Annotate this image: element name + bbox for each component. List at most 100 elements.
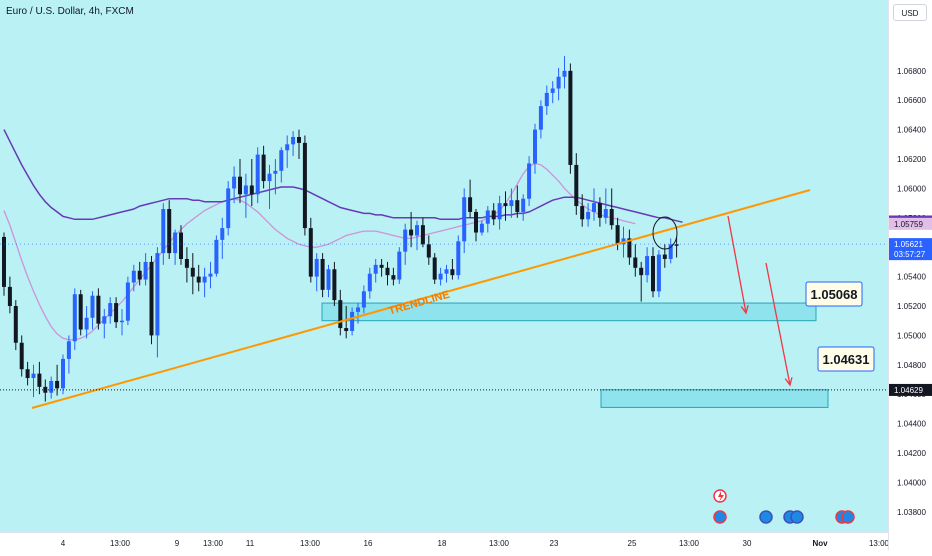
target-zone-2: [600, 389, 829, 408]
candle-down: [662, 254, 667, 259]
chart-title: Euro / U.S. Dollar, 4h, FXCM: [6, 6, 134, 17]
time-tick-label: 13:00: [869, 539, 888, 548]
target-callout-label-1: 1.05068: [811, 287, 858, 302]
candle-up: [485, 210, 490, 224]
candle-down: [78, 294, 83, 330]
candle-up: [397, 251, 402, 280]
candle-up: [226, 188, 231, 229]
price-tick-label: 1.06800: [897, 67, 926, 76]
candle-down: [609, 209, 614, 226]
candle-up: [102, 316, 107, 324]
candle-up: [373, 264, 378, 274]
time-tick-label: 23: [550, 539, 559, 548]
candle-down: [149, 261, 154, 336]
moving-average-slow: [3, 129, 683, 223]
highlight-circle: [652, 216, 678, 250]
price-tick-label: 1.06600: [897, 96, 926, 105]
target-callout-label-2: 1.04631: [823, 352, 870, 367]
currency-button[interactable]: USD: [893, 4, 927, 21]
time-tick-label: 4: [61, 539, 66, 548]
candle-up: [462, 197, 467, 242]
price-tick-label: 1.06400: [897, 126, 926, 135]
arrow-down-1-head: [740, 305, 749, 315]
candle-up: [415, 225, 419, 236]
candle-up: [562, 70, 567, 77]
price-label-value: 1.05759: [894, 220, 923, 229]
candle-up: [84, 317, 89, 330]
candle-up: [285, 144, 290, 151]
price-tick-label: 1.03800: [897, 508, 926, 517]
candle-down: [491, 210, 496, 220]
candle-up: [155, 253, 160, 336]
candle-down: [468, 197, 473, 212]
price-tick-label: 1.04200: [897, 449, 926, 458]
candle-down: [503, 203, 508, 207]
candle-down: [308, 228, 313, 277]
price-axis[interactable]: 1.068001.066001.064001.062001.060001.058…: [888, 0, 932, 550]
candle-up: [479, 223, 484, 233]
candle-down: [639, 267, 644, 276]
candle-up: [356, 307, 360, 312]
candle-up: [143, 261, 148, 280]
target-callout-box-2: [817, 346, 875, 372]
candle-up: [90, 295, 95, 318]
arrow-down-2-head: [784, 377, 793, 387]
candle-down: [344, 328, 349, 331]
candle-up: [208, 273, 213, 277]
candle-up: [161, 209, 166, 254]
time-tick-label: 13:00: [110, 539, 131, 548]
candle-down: [580, 206, 585, 220]
candle-down: [19, 342, 24, 370]
price-tick-label: 1.06200: [897, 155, 926, 164]
candle-down: [55, 380, 60, 389]
time-tick-label: 18: [438, 539, 447, 548]
time-axis[interactable]: 4 13:00 9 11 13:00 16 18 13:00 23 25 13:00 30 Nov 13:…: [0, 532, 890, 550]
price-tick-label: 1.05200: [897, 302, 926, 311]
candle-up: [592, 203, 596, 212]
candle-up: [533, 129, 537, 164]
candle-up: [232, 176, 237, 189]
candle-down: [238, 176, 242, 195]
trendline: [31, 189, 811, 409]
candle-down: [297, 136, 301, 143]
candle-up: [550, 88, 555, 93]
price-label-box: [889, 238, 932, 261]
candle-up: [403, 229, 408, 252]
price-tick-label: 1.04800: [897, 361, 926, 370]
candle-up: [72, 294, 77, 342]
price-scale: 1.068001.066001.064001.062001.060001.058…: [889, 67, 932, 517]
price-tick-label: 1.05400: [897, 273, 926, 282]
candle-up: [556, 76, 561, 89]
price-label-value: 1.05621: [894, 240, 923, 249]
event-flag-icon: [759, 510, 773, 524]
candle-down: [7, 286, 12, 307]
time-tick-label: 25: [628, 539, 637, 548]
time-tick-label: 13:00: [679, 539, 700, 548]
time-tick-label: 30: [743, 539, 752, 548]
candle-up: [509, 200, 514, 207]
candle-up: [603, 209, 608, 218]
candle-down: [627, 238, 632, 258]
candle-down: [13, 306, 18, 343]
candle-up: [656, 254, 661, 292]
candle-down: [96, 295, 101, 324]
chart-plot-area[interactable]: TRENDLINE 1.05068 1.04631: [0, 0, 888, 532]
candle-down: [432, 257, 437, 280]
price-tick-label: 1.04000: [897, 478, 926, 487]
time-tick-label: 13:00: [489, 539, 510, 548]
event-flag-icon: [790, 510, 804, 524]
price-label-value: 1.04629: [894, 386, 923, 395]
candle-up: [173, 232, 178, 254]
candle-up: [243, 185, 248, 195]
candle-down: [515, 200, 520, 212]
target-callout-box-1: [805, 281, 863, 307]
price-tick-label: 1.05000: [897, 331, 926, 340]
candle-up: [521, 198, 526, 212]
candle-up: [361, 291, 366, 308]
arrow-down-1: [727, 215, 747, 314]
time-tick-label: 11: [246, 539, 255, 548]
candle-up: [326, 269, 331, 290]
candle-up: [444, 269, 449, 274]
candle-up: [527, 163, 532, 199]
